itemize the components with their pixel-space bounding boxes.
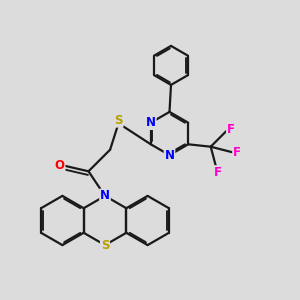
Text: S: S xyxy=(114,114,123,127)
Text: F: F xyxy=(214,166,222,179)
Text: O: O xyxy=(55,159,65,172)
Text: N: N xyxy=(100,189,110,203)
Text: F: F xyxy=(233,146,241,159)
Text: N: N xyxy=(146,116,156,129)
Text: S: S xyxy=(101,238,109,252)
Text: F: F xyxy=(227,123,235,136)
Text: N: N xyxy=(164,148,175,162)
